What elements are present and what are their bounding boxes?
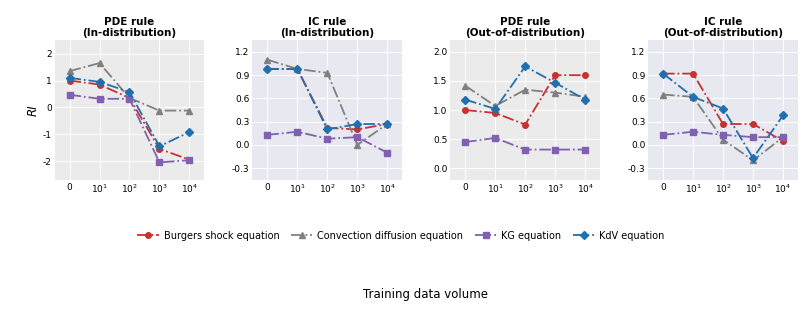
Title: PDE rule
(In-distribution): PDE rule (In-distribution) (83, 16, 176, 38)
Y-axis label: RI: RI (27, 104, 40, 116)
Legend: Burgers shock equation, Convection diffusion equation, KG equation, KdV equation: Burgers shock equation, Convection diffu… (133, 227, 669, 245)
Title: IC rule
(In-distribution): IC rule (In-distribution) (280, 16, 375, 38)
Title: IC rule
(Out-of-distribution): IC rule (Out-of-distribution) (663, 16, 783, 38)
Text: Training data volume: Training data volume (363, 288, 488, 301)
Title: PDE rule
(Out-of-distribution): PDE rule (Out-of-distribution) (465, 16, 585, 38)
